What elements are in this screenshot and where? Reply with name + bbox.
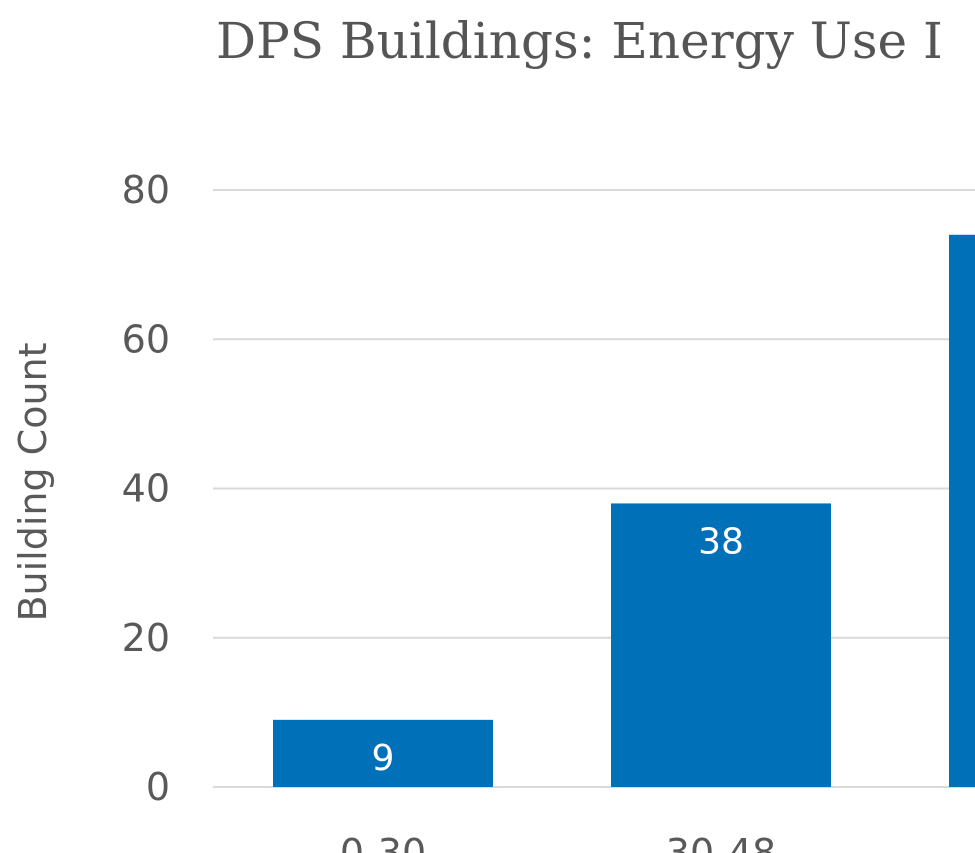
y-axis-label: Building Count <box>11 342 55 621</box>
y-tick-label: 20 <box>122 616 170 660</box>
x-tick-label: 0-30 <box>340 831 426 853</box>
bars: 9 38 <box>273 234 975 787</box>
y-tick-label: 80 <box>122 168 170 212</box>
data-label: 9 <box>372 738 395 779</box>
y-tick-label: 60 <box>122 317 170 361</box>
gridlines <box>213 189 975 788</box>
chart-title: DPS Buildings: Energy Use I <box>216 12 943 70</box>
data-label: 38 <box>698 521 744 562</box>
x-tick-label: 30-48 <box>666 831 776 853</box>
x-axis-ticks: 0-30 30-48 <box>340 831 776 853</box>
bar <box>949 234 975 787</box>
y-tick-label: 40 <box>122 467 170 511</box>
y-tick-label: 0 <box>146 765 170 809</box>
y-axis-ticks: 0 20 40 60 80 <box>122 168 170 809</box>
bar <box>273 719 493 787</box>
bar <box>611 503 831 787</box>
